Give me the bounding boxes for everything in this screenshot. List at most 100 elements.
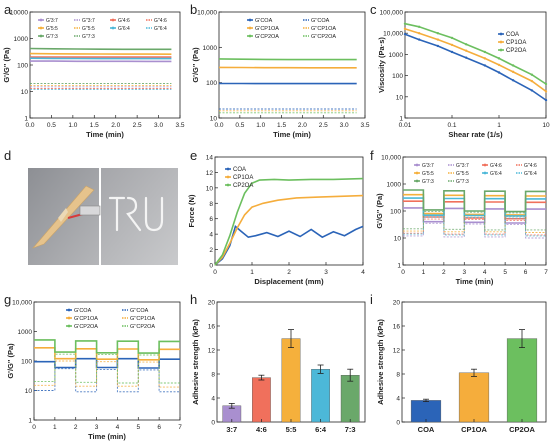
x-tick-label: COA	[418, 425, 435, 434]
data-point	[530, 89, 534, 92]
y-axis-label: G'/G'' (Pa)	[6, 343, 15, 379]
data-point	[450, 36, 454, 40]
x-tick-label: 3	[95, 424, 99, 431]
y-tick-label: 4	[209, 232, 213, 239]
x-tick-label: 7	[544, 269, 548, 276]
data-point	[544, 82, 548, 86]
data-point	[530, 79, 534, 83]
series-line-CP2OA	[404, 22, 547, 85]
series-line-G--COA	[34, 368, 180, 393]
x-tick-label: 5:5	[286, 425, 297, 434]
x-tick-label: 2	[442, 269, 446, 276]
legend-marker	[226, 175, 230, 179]
legend-marker	[67, 324, 71, 328]
y-tick-label: 1	[397, 263, 401, 270]
legend-entry: G'5:5	[46, 26, 58, 32]
data-point	[544, 90, 548, 93]
x-tick-label: 4:6	[256, 425, 267, 434]
x-tick-label: 0.5	[47, 122, 56, 129]
x-tick-label: 1.5	[90, 122, 99, 129]
legend-marker	[415, 163, 419, 167]
y-tick-label: 10,000	[383, 31, 403, 38]
data-point	[511, 64, 515, 67]
y-tick-label: 2	[209, 247, 213, 254]
series-line-G-7-3	[403, 189, 546, 213]
series-line-G--4-6	[403, 218, 546, 236]
data-point	[464, 56, 468, 59]
legend-entry: G''6:4	[154, 26, 167, 32]
legend-entry: G'6:4	[490, 171, 502, 177]
legend-entry: G''3:7	[82, 18, 95, 24]
y-tick-label: 0	[209, 263, 213, 270]
data-point	[403, 27, 407, 31]
legend-entry: G''CP2OA	[130, 324, 155, 330]
y-axis-label: Adhesive strength (kPa)	[191, 319, 200, 405]
y-axis-label: G'/G'' (Pa)	[191, 47, 200, 83]
y-tick-label: 1000	[387, 182, 402, 189]
stick-highlight	[58, 208, 68, 222]
chart-b: 10 100 1000 10,000 0.0 0.5 1.0 1.5 2.0 2.5 3.0 3.5 T…	[191, 10, 370, 140]
y-tick-label: 16	[208, 324, 216, 331]
legend-entry: CP2OA	[506, 48, 526, 54]
y-tick-label: 8	[211, 372, 215, 379]
legend-marker	[39, 26, 43, 30]
legend-entry: CP1OA	[506, 40, 526, 46]
legend-entry: G'5:5	[422, 171, 434, 177]
x-tick-label: 0.0	[214, 122, 223, 129]
plot-frame	[218, 11, 366, 119]
series-line-CP1OA	[404, 28, 547, 93]
data-point	[417, 38, 421, 41]
y-tick-label: 1	[399, 116, 403, 123]
legend-marker	[39, 34, 43, 38]
panel-letter-b: b	[190, 2, 198, 17]
panel-letter-f: f	[370, 148, 374, 163]
chart-a: 1 10 100 1000 10000 0.0 0.5 1.0 1.5 2.0 2.5 3.0 3.5 T…	[2, 10, 185, 140]
data-point	[450, 50, 454, 54]
bar-5-5	[281, 338, 301, 423]
legend-entry: G'4:6	[118, 18, 130, 24]
legend-marker	[415, 179, 419, 183]
bar-4-6	[252, 377, 271, 423]
data-point	[497, 57, 501, 60]
y-tick-label: 20	[208, 300, 216, 307]
gel-written-letters	[108, 196, 164, 232]
y-axis-label: Viscosity (Pa·s)	[377, 37, 386, 93]
y-axis-label: Force (N)	[187, 194, 196, 227]
series-line-G-7-3	[29, 47, 172, 51]
legend-marker	[67, 316, 71, 320]
bar-COA	[410, 400, 442, 423]
legend-marker	[483, 171, 487, 175]
x-tick-label: CP2OA	[509, 425, 535, 434]
legend-entry: G''CP1OA	[311, 26, 336, 32]
y-tick-label: 4	[211, 396, 215, 403]
x-tick-label: 4	[361, 269, 365, 276]
series-line-G-COA	[34, 357, 180, 369]
legend-marker	[415, 171, 419, 175]
panel-letter-i: i	[370, 292, 373, 307]
x-tick-label: 1.0	[68, 122, 77, 129]
data-point	[436, 32, 440, 35]
series-line-CP1OA	[214, 194, 364, 266]
x-tick-label: 3.0	[154, 122, 163, 129]
x-tick-label: 0	[213, 269, 217, 276]
legend-entry: G''7:3	[82, 34, 95, 40]
x-tick-label: 1	[250, 269, 254, 276]
y-tick-label: 10	[25, 388, 33, 395]
y-tick-label: 1000	[14, 36, 29, 43]
legend-marker	[39, 18, 43, 22]
y-tick-label: 1000	[389, 52, 404, 59]
photo-illustration	[28, 168, 178, 265]
x-tick-label: 1	[53, 424, 57, 431]
y-tick-label: 100	[206, 80, 217, 87]
x-tick-label: 1	[497, 122, 501, 129]
x-tick-label: 7	[178, 424, 182, 431]
panel-letter-g: g	[4, 292, 12, 307]
panel-letter-d: d	[4, 148, 12, 163]
x-tick-label: 2	[74, 424, 78, 431]
x-axis-label: Time (min)	[456, 277, 494, 286]
legend-entry: G''4:6	[154, 18, 167, 24]
legend-entry: G''6:4	[524, 171, 537, 177]
legend-marker	[226, 183, 230, 187]
